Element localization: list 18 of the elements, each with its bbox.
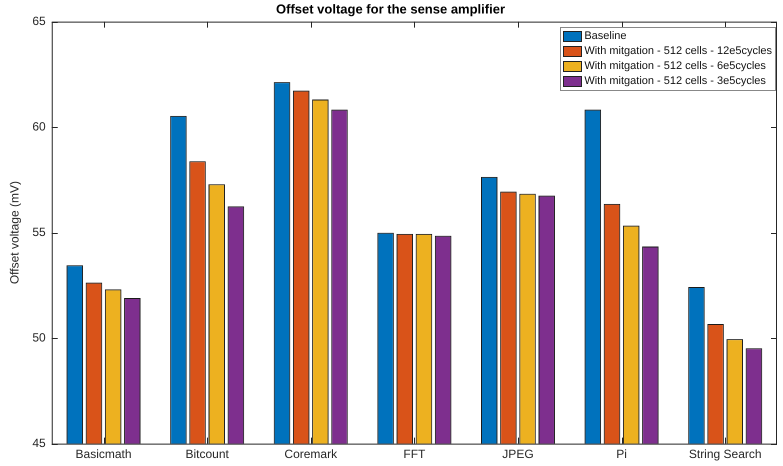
x-tick-label: Pi [616, 447, 627, 462]
legend-label: Baseline [584, 28, 627, 44]
x-tick-label: FFT [403, 447, 426, 462]
x-tick-label: JPEG [502, 447, 534, 462]
legend-label: With mitgation - 512 cells - 3e5cycles [584, 74, 766, 89]
y-axis-title: Offset voltage (mV) [8, 181, 22, 284]
x-tick-label: Basicmath [76, 447, 132, 462]
y-tick-label: 65 [32, 14, 46, 28]
y-tick-label: 55 [32, 224, 46, 239]
x-tick-label: Bitcount [185, 447, 230, 462]
legend-label: With mitgation - 512 cells - 6e5cycles [584, 58, 766, 74]
x-tick-label: Coremark [284, 447, 338, 462]
x-tick-label: String Search [688, 447, 762, 462]
legend-label: With mitgation - 512 cells - 12e5cycles [584, 44, 772, 59]
y-tick-label: 60 [32, 119, 46, 134]
y-tick-label: 50 [32, 330, 46, 344]
y-tick-label: 45 [32, 436, 46, 450]
chart-title: Offset voltage for the sense amplifier [276, 1, 506, 16]
